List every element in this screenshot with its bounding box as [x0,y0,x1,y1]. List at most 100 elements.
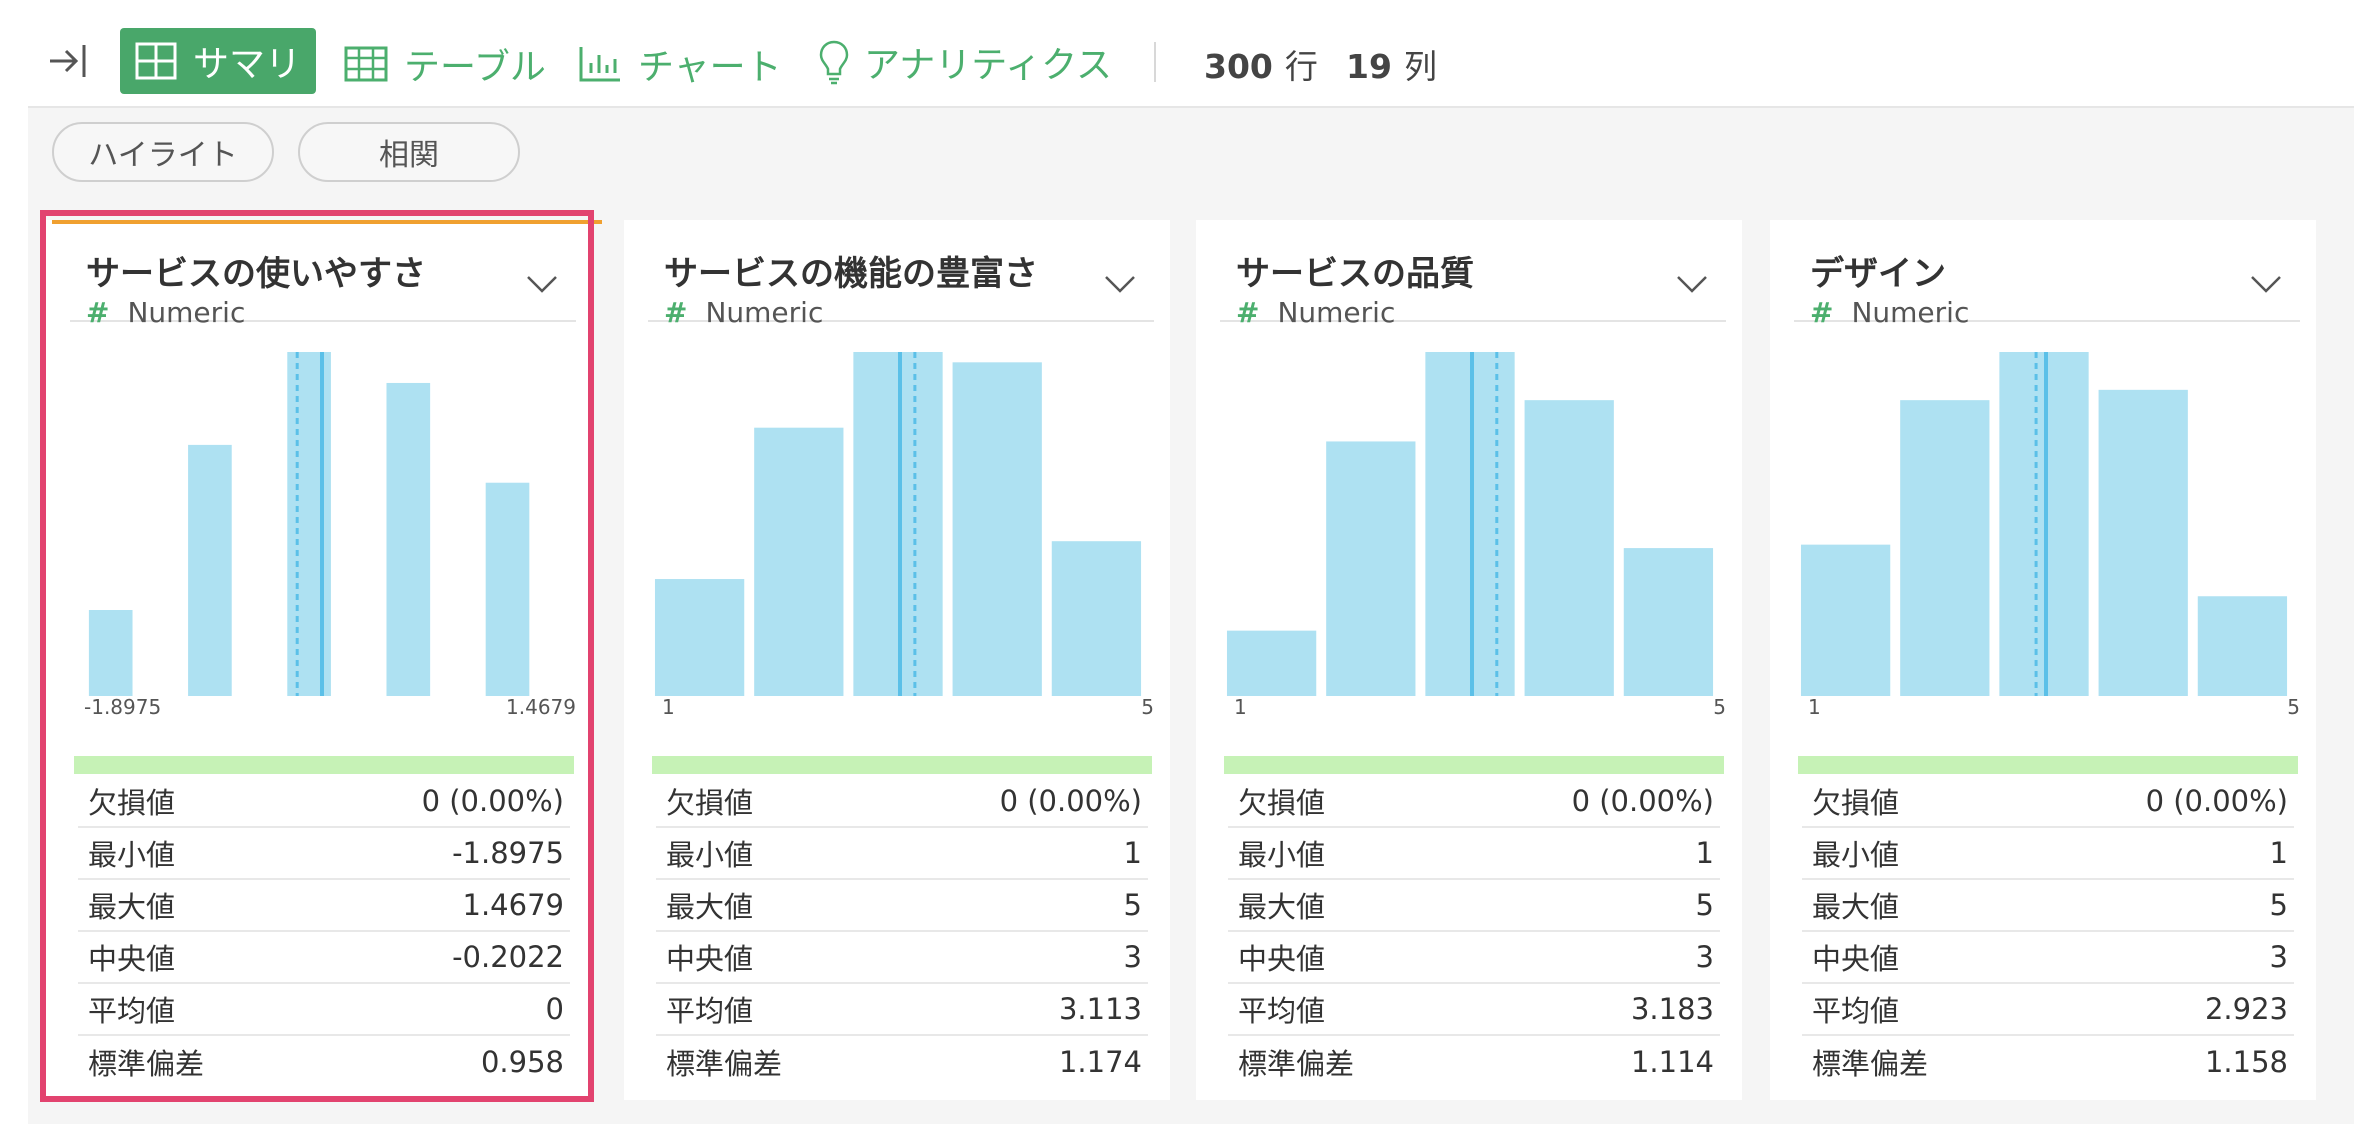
axis-min-label: 1 [1808,695,1821,719]
correlation-button[interactable]: 相関 [298,122,520,182]
histogram-bar[interactable] [1900,400,1990,696]
stats-table: 欠損値 0 (0.00%) 最小値 1 最大値 5 中央値 3 平均値 2.923 標準偏差 1.15… [1802,776,2294,1088]
column-card[interactable]: デザイン # Numeric 1 5 欠損値 0 (0.00%) 最小値 1 最大値 5 中央値 3 平均… [1770,220,2316,1100]
stat-value: 3.113 [1058,992,1142,1026]
column-type-label: Numeric [1851,296,1970,329]
collapse-panel-icon[interactable] [46,36,96,86]
stats-table: 欠損値 0 (0.00%) 最小値 1 最大値 5 中央値 3 平均値 3.113 標準偏差 1.17… [656,776,1148,1088]
stat-value: 1.4679 [462,888,564,922]
range-bar[interactable] [1798,756,2298,774]
summary-grid-icon [135,42,177,80]
column-card[interactable]: サービスの機能の豊富さ # Numeric 1 5 欠損値 0 (0.00%) 最小値 1 最大値… [624,220,1170,1100]
chevron-down-icon[interactable] [2250,274,2282,294]
histogram-bar[interactable] [1226,630,1317,696]
histogram-bar[interactable] [287,352,331,696]
stat-value: 0 (0.00%) [1571,784,1714,818]
column-count-value: 19 [1346,47,1392,86]
histogram-bar[interactable] [1623,548,1714,696]
highlight-button[interactable]: ハイライト [52,122,274,182]
stat-value: 3 [1123,940,1142,974]
tab-summary[interactable]: サマリ [120,28,316,94]
stat-value: -1.8975 [452,836,564,870]
stat-label: 欠損値 [1812,786,1900,820]
stat-row: 標準偏差 0.958 [78,1036,570,1088]
row-count-value: 300 [1204,47,1273,86]
stat-label: 標準偏差 [666,1047,783,1081]
histogram-bar[interactable] [386,382,431,696]
numeric-hash-icon: # [664,296,688,329]
stat-label: 欠損値 [666,786,754,820]
column-card-header: サービスの品質 # Numeric [1220,236,1726,329]
column-type-label: Numeric [127,296,246,329]
stat-row: 欠損値 0 (0.00%) [656,776,1148,828]
range-bar[interactable] [1224,756,1724,774]
histogram-bar[interactable] [654,579,745,696]
stat-row: 中央値 3 [1802,932,2294,984]
histogram-bar[interactable] [188,444,232,696]
stat-row: 平均値 3.183 [1228,984,1720,1036]
stat-value: 0 (0.00%) [421,784,564,818]
histogram-chart: -1.8975 1.4679 [84,352,576,719]
stat-label: 最大値 [88,890,176,924]
tab-summary-label: サマリ [192,44,301,85]
axis-max-label: 5 [1141,695,1154,719]
column-title: サービスの機能の豊富さ [664,254,1038,294]
column-card-header: サービスの機能の豊富さ # Numeric [648,236,1154,329]
stat-value: 5 [1695,888,1714,922]
selected-card-accent [52,220,602,224]
histogram-bar[interactable] [88,610,133,696]
histogram-bar[interactable] [1326,441,1416,696]
toolbar-divider [1154,42,1156,82]
tab-table[interactable]: テーブル [344,38,546,90]
histogram-bar[interactable] [1800,544,1891,696]
stat-row: 平均値 3.113 [656,984,1148,1036]
stats-table: 欠損値 0 (0.00%) 最小値 -1.8975 最大値 1.4679 中央値 -0.202… [78,776,570,1088]
column-type-label: Numeric [1277,296,1396,329]
stat-row: 平均値 2.923 [1802,984,2294,1036]
column-card[interactable]: サービスの使いやすさ # Numeric -1.8975 1.4679 欠損値 0 (0.0… [46,220,592,1100]
stat-value: 5 [1123,888,1142,922]
stat-label: 欠損値 [1238,786,1326,820]
tab-chart[interactable]: チャート [578,38,782,90]
column-type: # Numeric [1236,296,1395,329]
histogram-bar[interactable] [1051,541,1142,696]
histogram-bar[interactable] [2197,596,2288,696]
row-count-unit: 行 [1284,47,1318,86]
stat-row: 中央値 3 [656,932,1148,984]
tab-analytics[interactable]: アナリティクス [818,36,1112,88]
histogram-bar[interactable] [1524,400,1614,696]
stat-row: 最大値 5 [656,880,1148,932]
stat-row: 平均値 0 [78,984,570,1036]
stat-value: 1.158 [2204,1045,2288,1079]
stat-value: 0 [545,992,564,1026]
column-card-header: デザイン # Numeric [1794,236,2300,329]
stat-value: 1 [1695,836,1714,870]
column-title: サービスの使いやすさ [86,254,426,294]
range-bar[interactable] [652,756,1152,774]
histogram-bar[interactable] [952,362,1042,696]
stat-value: 0 (0.00%) [999,784,1142,818]
stat-label: 中央値 [1812,942,1900,976]
view-toolbar: サマリ テーブル チャート アナリティクス 300 行 19 列 [28,0,2354,108]
stat-row: 欠損値 0 (0.00%) [1228,776,1720,828]
tab-analytics-label: アナリティクス [864,45,1113,86]
chevron-down-icon[interactable] [1104,274,1136,294]
histogram-bar[interactable] [485,482,530,696]
stat-label: 標準偏差 [88,1047,205,1081]
histogram-bar[interactable] [2098,389,2188,696]
stat-row: 最小値 1 [1228,828,1720,880]
stat-label: 最小値 [1238,838,1326,872]
axis-max-label: 1.4679 [506,695,576,719]
histogram-bar[interactable] [754,427,844,696]
axis-min-label: -1.8975 [84,695,161,719]
chevron-down-icon[interactable] [1676,274,1708,294]
range-bar[interactable] [74,756,574,774]
chevron-down-icon[interactable] [526,274,558,294]
stat-label: 標準偏差 [1238,1047,1355,1081]
column-card[interactable]: サービスの品質 # Numeric 1 5 欠損値 0 (0.00%) 最小値 1 最大値 5 中央値… [1196,220,1742,1100]
stat-row: 最大値 5 [1802,880,2294,932]
stat-label: 最大値 [666,890,754,924]
stat-row: 最小値 -1.8975 [78,828,570,880]
